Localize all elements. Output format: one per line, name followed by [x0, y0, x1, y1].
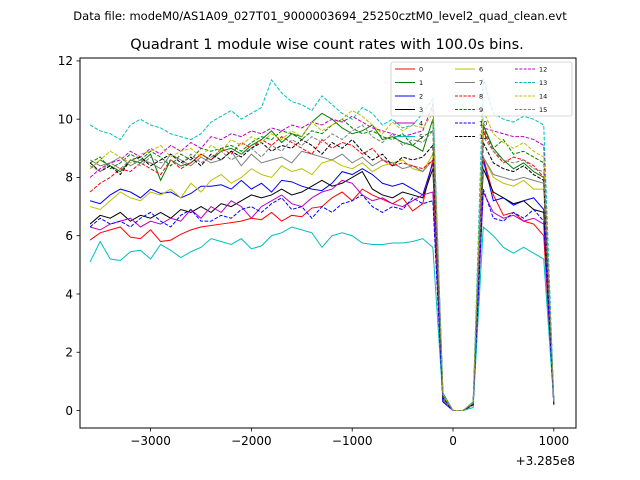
legend-label-9: 9 — [479, 106, 483, 114]
y-tick-label: 0 — [65, 404, 73, 418]
series-line-14 — [89, 109, 555, 412]
axes-frame — [79, 57, 577, 429]
legend-label-14: 14 — [539, 92, 547, 100]
legend-label-5: 5 — [419, 133, 423, 141]
x-offset-label: +3.285e8 — [516, 454, 575, 468]
legend-label-6: 6 — [479, 65, 483, 73]
series-line-15 — [89, 124, 555, 412]
legend-label-8: 8 — [479, 92, 483, 100]
legend-label-0: 0 — [419, 65, 423, 73]
chart-title: Quadrant 1 module wise count rates with … — [130, 37, 524, 53]
y-tick-label: 12 — [58, 54, 73, 68]
legend-box — [390, 61, 573, 117]
figure-suptitle: Data file: modeM0/AS1A09_027T01_90000036… — [73, 9, 567, 23]
legend-label-12: 12 — [539, 65, 547, 73]
y-tick-label: 6 — [65, 229, 73, 243]
x-tick-label: −2000 — [231, 434, 272, 448]
legend-label-7: 7 — [479, 79, 483, 87]
legend-label-4: 4 — [419, 119, 423, 127]
legend-label-1: 1 — [419, 79, 423, 87]
legend-label-13: 13 — [539, 79, 547, 87]
x-tick-label: −1000 — [332, 434, 373, 448]
legend-label-2: 2 — [419, 92, 423, 100]
y-tick-label: 10 — [58, 112, 73, 126]
legend-label-11: 11 — [479, 133, 487, 141]
legend-label-10: 10 — [479, 119, 487, 127]
legend-label-3: 3 — [419, 106, 423, 114]
x-tick-label: 1000 — [539, 434, 570, 448]
series-line-10 — [89, 188, 555, 412]
legend-label-15: 15 — [539, 106, 547, 114]
y-tick-label: 4 — [65, 287, 73, 301]
series-line-5 — [89, 225, 555, 412]
y-tick-label: 8 — [65, 171, 73, 185]
x-tick-label: 0 — [449, 434, 457, 448]
y-tick-label: 2 — [65, 346, 73, 360]
x-tick-label: −3000 — [130, 434, 171, 448]
plot-area — [89, 78, 555, 412]
